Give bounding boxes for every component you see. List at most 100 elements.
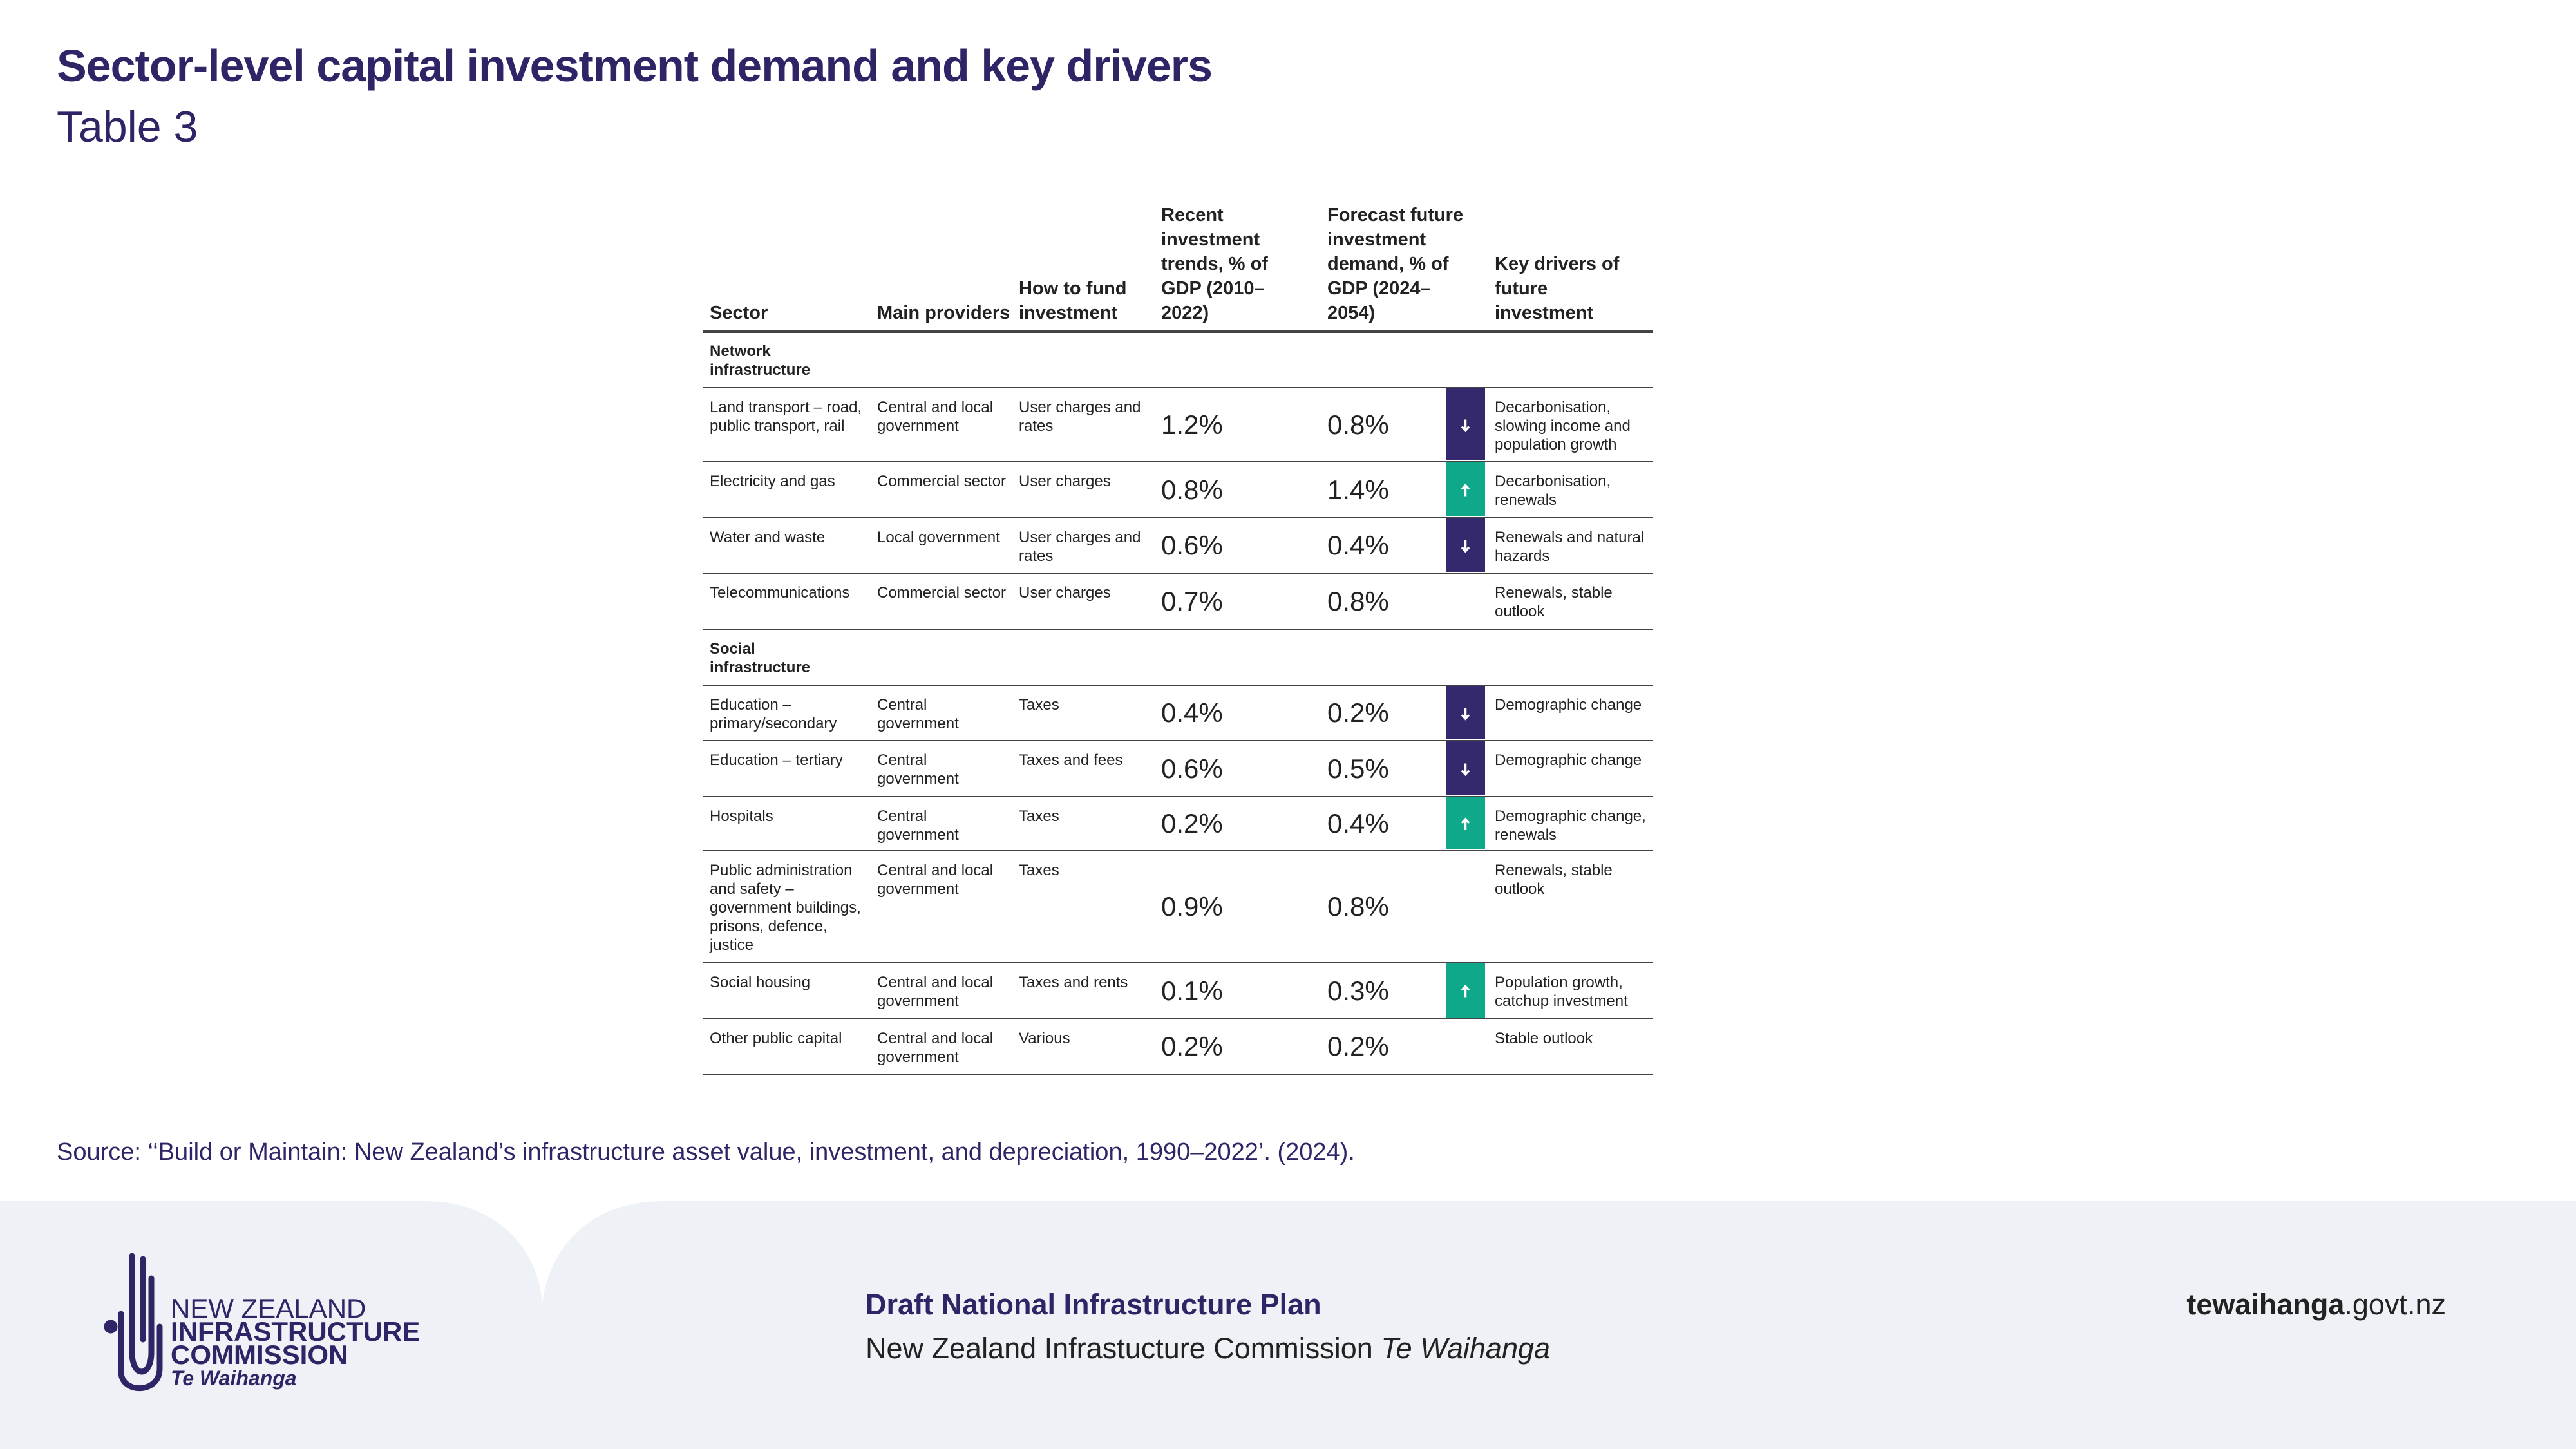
drivers: Population growth, catchup investment [1495,974,1628,1010]
sector: Education – primary/secondary [710,696,837,732]
column-header: Sector [710,303,768,323]
footer-shape [0,1201,2576,1449]
logo-text: INFRASTRUCTURE [171,1316,421,1347]
subtitle: Table 3 [57,102,198,151]
funding: User charges [1019,584,1111,601]
drivers: Demographic change, renewals [1495,808,1646,844]
arrow-glyph [1461,540,1470,553]
arrow-down [1446,518,1485,572]
row-rule [703,1074,1653,1075]
drivers: Decarbonisation, renewals [1495,473,1611,509]
row-rule [703,962,1653,963]
arrow-glyph [1461,708,1470,721]
funding: Taxes and rents [1019,974,1128,991]
logo-text: NEW ZEALAND [171,1293,366,1323]
arrow-glyph [1461,419,1470,433]
column-header: Key drivers of future investment [1495,254,1620,323]
sector: Social housing [710,974,811,991]
forecast: 0.8% [1327,586,1389,616]
recent: 0.2% [1161,808,1223,838]
arrow-icon [1461,483,1470,497]
arrow-icon [1461,708,1470,721]
funding: User charges [1019,473,1111,490]
recent: 0.2% [1161,1031,1223,1061]
recent: 0.4% [1161,697,1223,728]
providers: Central and local government [877,1030,994,1066]
sector: Education – tertiary [710,752,843,769]
arrow-down [1446,388,1485,460]
providers: Local government [877,529,1000,546]
recent: 0.9% [1161,891,1223,922]
column-header: Main providers [877,303,1010,323]
footer-plan: Draft National Infrastructure Plan [866,1288,1321,1321]
sector: Public administration and safety – gover… [710,862,861,954]
row-rule [703,850,1653,851]
drivers: Renewals, stable outlook [1495,584,1613,620]
providers: Commercial sector [877,584,1007,601]
arrow-icon [1461,540,1470,553]
footer-org: New Zealand Infrastucture Commission Te … [866,1332,1550,1365]
logo-text: COMMISSION [171,1340,348,1370]
arrow-glyph [1461,483,1470,497]
providers: Central government [877,808,959,844]
row-rule [703,740,1653,741]
arrow-down [1446,686,1485,739]
forecast: 0.5% [1327,753,1389,784]
sector: Water and waste [710,529,826,546]
forecast: 0.3% [1327,976,1389,1006]
providers: Central government [877,696,959,732]
arrow-glyph [1461,763,1470,777]
row-rule [703,629,1653,630]
arrow-glyph [1461,817,1470,830]
recent: 0.7% [1161,586,1223,616]
section-title: Network infrastructure [710,343,811,379]
org: New Zealand Infrastucture Commission [866,1332,1373,1365]
title: Sector-level capital investment demand a… [57,41,1213,91]
recent: 1.2% [1161,410,1223,440]
arrow-icon [1461,984,1470,998]
recent: 0.6% [1161,753,1223,784]
column-header: Recent investment trends, % of GDP (2010… [1161,205,1268,323]
arrow-up [1446,963,1485,1018]
row-rule [703,461,1653,462]
forecast: 1.4% [1327,475,1389,505]
recent: 0.1% [1161,976,1223,1006]
sector: Other public capital [710,1030,842,1047]
row-rule [703,796,1653,797]
forecast: 0.8% [1327,410,1389,440]
arrow-up [1446,797,1485,849]
row-rule [703,573,1653,574]
forecast: 0.4% [1327,808,1389,838]
footer-url[interactable]: tewaihanga.govt.nz [2186,1288,2446,1321]
sector: Telecommunications [710,584,850,601]
forecast: 0.2% [1327,697,1389,728]
funding: Various [1019,1030,1070,1047]
arrow-glyph [1461,984,1470,998]
url-rest: .govt.nz [2344,1288,2446,1321]
funding: User charges and rates [1019,399,1141,435]
sector: Hospitals [710,808,773,825]
sector: Electricity and gas [710,473,835,490]
arrow-icon [1461,817,1470,830]
funding: Taxes [1019,696,1059,714]
providers: Commercial sector [877,473,1007,490]
drivers: Demographic change [1495,696,1642,714]
funding: User charges and rates [1019,529,1141,565]
drivers: Renewals and natural hazards [1495,529,1645,565]
row-rule [703,1018,1653,1019]
forecast: 0.8% [1327,891,1389,922]
row-rule [703,387,1653,388]
logo-text: Te Waihanga [171,1367,297,1390]
funding: Taxes and fees [1019,752,1123,769]
providers: Central government [877,752,959,788]
funding: Taxes [1019,808,1059,825]
recent: 0.6% [1161,530,1223,560]
section-title: Social infrastructure [710,640,811,676]
arrow-up [1446,462,1485,516]
funding: Taxes [1019,862,1059,879]
drivers: Renewals, stable outlook [1495,862,1613,898]
drivers: Decarbonisation, slowing income and popu… [1495,399,1631,453]
row-rule [703,685,1653,686]
